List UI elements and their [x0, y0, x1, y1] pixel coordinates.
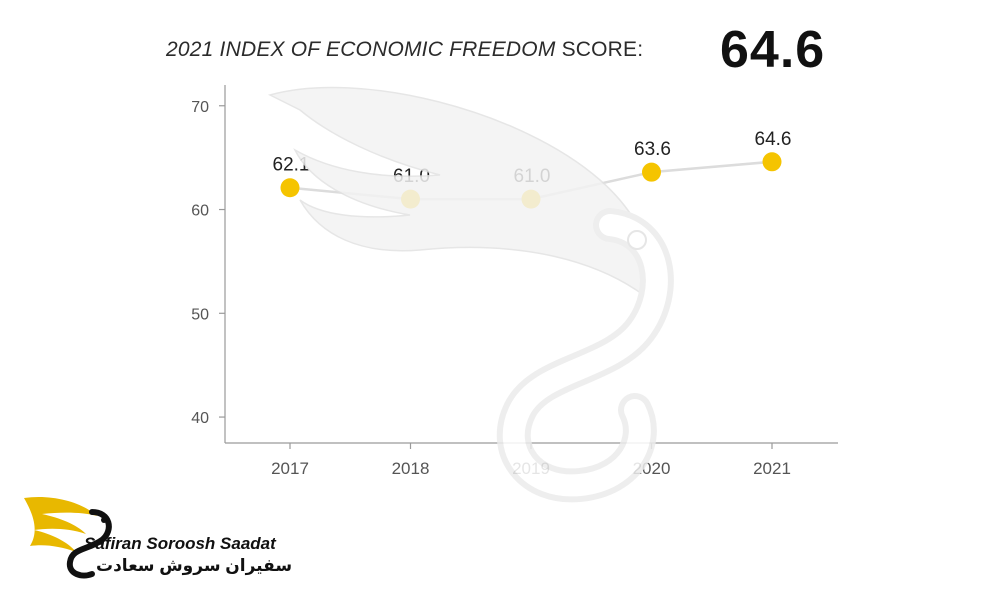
- score-value: 64.6: [720, 21, 826, 79]
- x-tick-label: 2018: [392, 459, 430, 478]
- y-tick-label: 60: [191, 203, 209, 220]
- y-tick-label: 40: [191, 410, 209, 427]
- data-point: [280, 178, 300, 198]
- wing-s-watermark-icon: [267, 86, 674, 503]
- logo-english-text: Safiran Soroosh Saadat: [84, 534, 276, 553]
- data-label: 64.6: [755, 129, 792, 150]
- x-tick-label: 2017: [271, 459, 309, 478]
- x-tick-label: 2021: [753, 459, 791, 478]
- chart-title-italic: 2021 INDEX OF ECONOMIC FREEDOM: [166, 38, 556, 61]
- data-point: [762, 152, 782, 172]
- data-label: 63.6: [634, 139, 671, 160]
- chart-title-normal: SCORE:: [555, 38, 644, 61]
- chart-title: 2021 INDEX OF ECONOMIC FREEDOM SCORE:: [166, 38, 643, 62]
- gold-wing-s-logo-icon: [24, 496, 112, 579]
- data-point: [642, 162, 661, 182]
- logo-persian-text: سفیران سروش سعادت: [96, 556, 293, 575]
- y-tick-label: 50: [191, 306, 209, 323]
- y-tick-label: 70: [191, 99, 209, 116]
